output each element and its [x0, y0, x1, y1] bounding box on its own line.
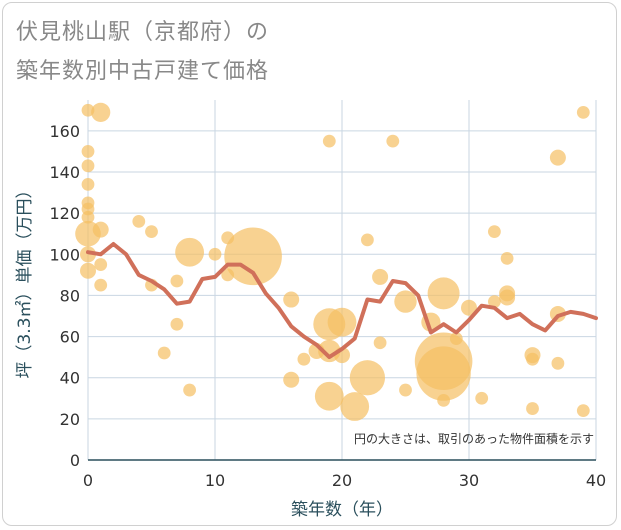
bubble-point — [145, 225, 158, 239]
bubble-point — [132, 214, 146, 228]
y-tick-label: 160 — [49, 122, 80, 141]
bubble-point — [224, 227, 282, 286]
bubble-point — [170, 317, 184, 331]
bubble-point — [81, 210, 95, 224]
y-tick-label: 80 — [60, 286, 80, 305]
bubble-point — [526, 352, 539, 366]
bubble-point — [170, 274, 184, 288]
bubble-point — [372, 268, 389, 285]
bubble-point — [81, 159, 95, 173]
x-tick-label: 0 — [83, 471, 93, 490]
y-tick-label: 140 — [49, 163, 80, 182]
y-tick-label: 20 — [60, 410, 80, 429]
bubble-point — [549, 149, 566, 166]
y-tick-label: 40 — [60, 369, 80, 388]
bubble-point — [94, 258, 108, 271]
bubble-point — [488, 295, 501, 308]
bubble-point — [297, 352, 311, 366]
x-ticks: 0 10 20 30 40 — [83, 471, 606, 490]
chart-title-line2: 築年数別中古戸建て価格 — [16, 59, 270, 84]
chart-title-line1: 伏見桃山駅（京都府）の — [16, 20, 270, 45]
bubble-point — [175, 237, 205, 267]
average-price-line — [86, 242, 598, 360]
bubble-point — [349, 360, 385, 396]
bubble-point — [81, 145, 95, 158]
x-axis-label: 築年数（年） — [291, 500, 393, 520]
bubble-point — [81, 177, 95, 191]
bubble-point — [394, 290, 417, 313]
y-tick-label: 100 — [49, 245, 80, 264]
bubble-point — [283, 371, 300, 388]
bubble-point — [488, 225, 501, 239]
bubble-point — [322, 134, 336, 148]
bubble-point — [80, 246, 96, 263]
bubble-point — [94, 278, 108, 292]
y-ticks: 0 20 40 60 80 100 120 140 160 — [49, 122, 80, 470]
bubble-point — [80, 262, 96, 279]
bubble-point — [499, 289, 516, 306]
bubble-point — [449, 332, 463, 346]
bubble-point — [437, 393, 450, 407]
bubble-point — [427, 277, 460, 310]
y-tick-label: 60 — [60, 328, 80, 347]
bubble-point — [91, 102, 111, 122]
bubble-size-note: 円の大きさは、取引のあった物件面積を示す — [354, 431, 594, 446]
x-tick-label: 10 — [205, 471, 225, 490]
bubble-point — [314, 381, 344, 411]
bubble-point — [551, 356, 565, 370]
bubble-point — [327, 307, 357, 337]
bubble-point — [416, 346, 471, 401]
bubble-point — [576, 404, 590, 418]
bubble-point — [399, 383, 412, 397]
bubble-point — [373, 336, 387, 350]
x-tick-label: 40 — [586, 471, 606, 490]
y-tick-label: 0 — [70, 451, 80, 470]
bubble-point — [92, 221, 109, 238]
bubble-point — [283, 291, 300, 308]
grid — [87, 100, 597, 461]
bubble-point — [576, 105, 590, 119]
bubble-point — [340, 392, 370, 421]
bubble-point — [475, 391, 489, 405]
bubble-point — [208, 247, 222, 261]
bubble-point — [183, 383, 197, 397]
y-axis-label: 坪（3.3㎡）単価（万円） — [15, 181, 35, 378]
y-tick-label: 120 — [49, 204, 80, 223]
bubble-layer — [75, 102, 590, 421]
bubble-point — [461, 299, 477, 316]
bubble-point — [361, 233, 374, 247]
bubble-point — [157, 346, 171, 360]
x-tick-label: 30 — [459, 471, 479, 490]
bubble-point — [526, 402, 539, 415]
x-tick-label: 20 — [332, 471, 352, 490]
bubble-point — [386, 134, 400, 148]
bubble-point — [500, 252, 514, 265]
